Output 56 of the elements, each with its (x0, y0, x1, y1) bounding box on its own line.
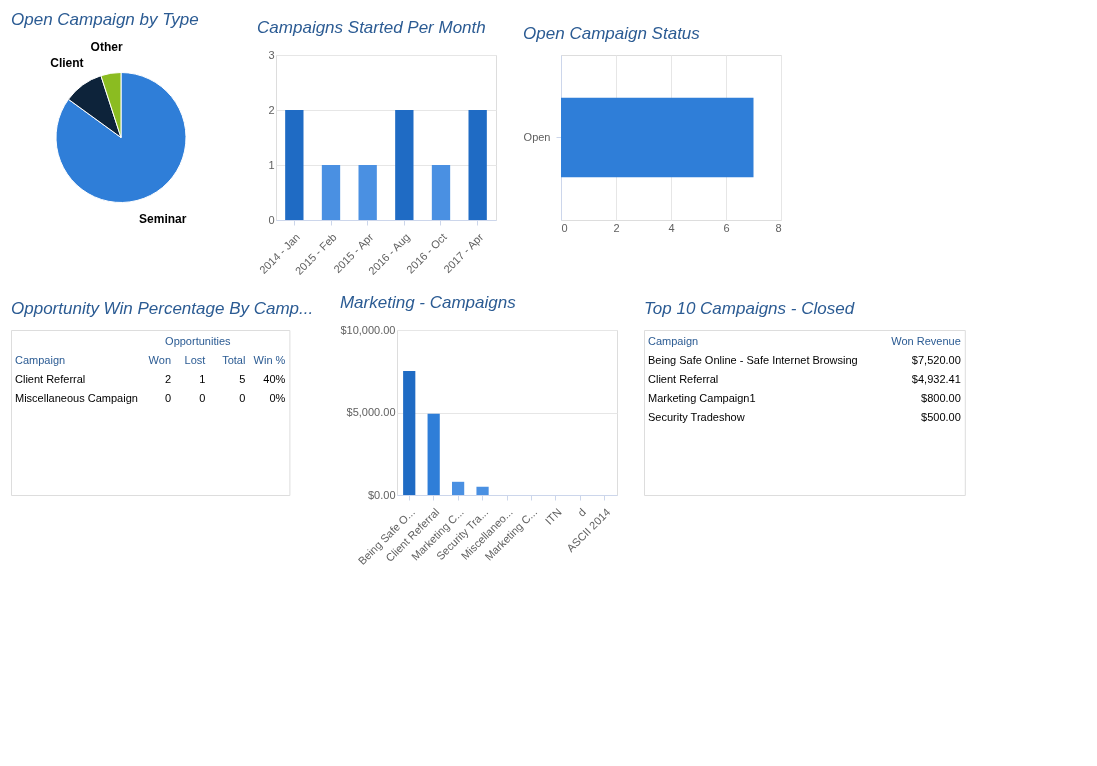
text: $800.00 (921, 392, 961, 404)
text: 40% (263, 373, 286, 385)
bar (452, 481, 465, 495)
category-label: Win % (253, 354, 286, 366)
x-tick-label: d (575, 505, 589, 519)
bar (427, 413, 440, 495)
category-label: Campaign (15, 354, 66, 366)
text: Opportunities (165, 335, 232, 347)
category-label: Campaign (648, 335, 699, 347)
category-label: Total (222, 354, 246, 366)
bar (476, 486, 489, 495)
slice-label: Other (90, 39, 123, 54)
text: 1 (199, 373, 206, 385)
text: Client Referral (648, 373, 719, 385)
y-tick-label: $5,000.00 (346, 406, 396, 418)
chart-title: Marketing - Campaigns (339, 293, 517, 312)
chart-title: Open Campaign Status (523, 24, 701, 43)
x-tick-label: 2 (613, 221, 620, 234)
category-label: Won Revenue (891, 335, 961, 347)
text: Opportunity Win Percentage By Camp... (11, 299, 314, 318)
bar (403, 370, 416, 495)
y-tick-label: 1 (268, 158, 275, 171)
text: Top 10 Campaigns - Closed (644, 299, 855, 318)
category-label: Lost (184, 354, 206, 366)
text: Client Referral (15, 373, 86, 385)
slice-label: Seminar (139, 212, 187, 227)
text: 2 (164, 373, 171, 385)
text: Security Tradeshow (648, 411, 745, 423)
x-tick-label: 8 (775, 221, 782, 234)
text: Marketing Campaign1 (648, 392, 756, 404)
x-tick-label: 6 (723, 221, 730, 234)
y-tick-label: Open (523, 130, 551, 143)
chart-title: Open Campaign by Type (11, 9, 199, 29)
text: 0% (269, 392, 286, 404)
y-tick-label: $0.00 (367, 488, 396, 501)
x-tick-label: ITN (542, 505, 564, 527)
x-tick-label: 4 (668, 221, 675, 234)
slice-label: Client (50, 56, 84, 71)
text: Miscellaneous Campaign (15, 392, 138, 404)
text: 0 (239, 392, 246, 404)
text: Being Safe Online - Safe Internet Browsing (648, 354, 858, 366)
y-tick-label: 3 (268, 48, 275, 61)
y-tick-label: 2 (268, 103, 275, 116)
chart-title: Campaigns Started Per Month (257, 18, 486, 37)
y-tick-label: $10,000.00 (340, 323, 396, 336)
text: $7,520.00 (911, 354, 961, 366)
text: 5 (239, 373, 246, 385)
text: 0 (199, 392, 206, 404)
category-label: Won (148, 354, 171, 366)
y-tick-label: 0 (268, 213, 275, 226)
text: $500.00 (921, 411, 961, 423)
text: 0 (164, 392, 171, 404)
pie-slice (67, 75, 122, 138)
text: $4,932.41 (911, 373, 961, 385)
x-tick-label: 0 (561, 221, 568, 234)
pie-slice (55, 72, 187, 203)
